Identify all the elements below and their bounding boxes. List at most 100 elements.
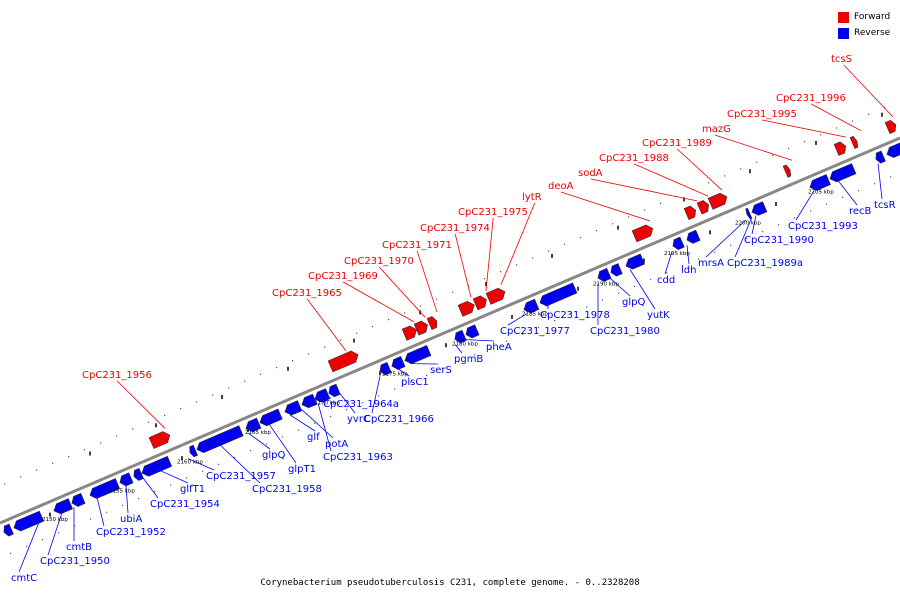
spacer-dot (372, 325, 374, 328)
spacer-dot (666, 272, 668, 274)
reverse-gene-arrow (53, 498, 73, 515)
reverse-gene-label: potA (325, 439, 348, 450)
forward-gene-label: CpC231_1965 (272, 288, 342, 299)
spacer-dot (564, 243, 566, 245)
leader-line (301, 409, 334, 439)
forward-gene-label: CpC231_1970 (344, 256, 414, 267)
spacer-dot (116, 435, 118, 437)
leader-line (877, 163, 883, 200)
leader-line (116, 380, 166, 429)
spacer-dot (836, 127, 838, 129)
forward-gene-label: CpC231_1996 (776, 93, 846, 104)
spacer-dot (538, 326, 540, 329)
forward-gene-arrow (782, 164, 792, 178)
forward-gene-label: CpC231_1989 (642, 138, 712, 149)
forward-gene-arrow (457, 300, 475, 317)
leader-line (339, 393, 356, 414)
reverse-gene-arrow (259, 408, 283, 427)
reverse-gene-arrow (391, 356, 406, 370)
forward-gene-arrow (884, 119, 897, 134)
spacer-dot (4, 483, 6, 485)
spacer-dot (196, 401, 198, 403)
spacer-dot (820, 134, 822, 136)
leader-line (762, 119, 847, 138)
spacer-dot (346, 408, 348, 411)
spacer-dot (426, 374, 428, 376)
forward-gene-label: mazG (702, 124, 731, 135)
spacer-dot (436, 298, 438, 300)
spacer-dot (52, 462, 54, 464)
reverse-gene-label: CpC231_1957 (206, 471, 276, 482)
spacer-dot (714, 251, 716, 253)
forward-gene-arrow (485, 287, 506, 305)
reverse-gene-arrow (133, 468, 144, 481)
leader-line (187, 458, 215, 471)
leader-line (676, 148, 723, 191)
spacer-dot (650, 278, 652, 281)
spacer-dot (276, 366, 278, 369)
axis-tick-label: 2185 kbp (522, 312, 548, 318)
label-leader-lines (18, 64, 894, 573)
axis-tick-label: 2165 kbp (245, 430, 271, 436)
axis-tick-label: 2175 kbp (382, 372, 408, 378)
spacer-dot (644, 209, 646, 211)
spacer-dot (58, 532, 60, 534)
spacer-dot (202, 470, 204, 472)
leader-line (609, 277, 631, 297)
spacer-dot (340, 339, 342, 341)
forward-gene-label: CpC231_1988 (599, 153, 669, 164)
reverse-gene-label: cdd (657, 275, 675, 286)
spacer-dot (532, 257, 534, 259)
spacer-dot (884, 106, 886, 109)
leader-line (96, 497, 105, 527)
forward-gene-arrow (148, 431, 171, 449)
leader-line (714, 134, 793, 161)
spacer-dot (250, 450, 252, 452)
legend-forward-label: Forward (854, 12, 891, 22)
spacer-dot (500, 271, 502, 273)
reverse-gene-arrow (686, 229, 701, 244)
spacer-dot (378, 395, 380, 397)
spacer-dot (292, 360, 294, 362)
forward-swatch (838, 11, 849, 23)
spacer-dot (890, 176, 892, 178)
legend-forward: Forward (838, 9, 890, 25)
reverse-gene-arrow (745, 207, 753, 220)
forward-gene-label: lytR (522, 192, 542, 203)
axis-tick-label: 2195 kbp (664, 251, 690, 257)
spacer-dot (810, 210, 812, 212)
reverse-gene-arrow (829, 163, 857, 183)
leader-line (590, 178, 698, 202)
spacer-dot (586, 306, 588, 308)
leader-line (634, 163, 709, 197)
spacer-dot (170, 484, 172, 486)
reverse-gene-arrow (3, 523, 14, 537)
reverse-gene-label: CpC231_1990 (744, 235, 814, 246)
leader-line (159, 470, 189, 484)
spacer-dot (138, 497, 140, 500)
spacer-dot (228, 387, 230, 389)
spacer-dot (420, 305, 422, 307)
leader-line (454, 344, 463, 354)
spacer-dot (356, 332, 358, 334)
axis-tick-label: 2205 kbp (808, 189, 834, 195)
reverse-gene-arrow (89, 478, 121, 499)
leader-line (317, 402, 332, 452)
leader-line (454, 233, 472, 298)
reverse-gene-arrow (13, 510, 45, 532)
spacer-dot (852, 120, 854, 122)
legend-reverse-label: Reverse (854, 28, 891, 38)
legend: Forward Reverse (838, 9, 890, 41)
reverse-gene-arrow (119, 472, 134, 487)
leader-line (560, 191, 651, 222)
spacer-dot (10, 552, 12, 554)
spacer-dot (874, 183, 876, 185)
spacer-dot (612, 223, 614, 225)
spacer-dot (756, 161, 758, 163)
reverse-gene-label: yutK (647, 310, 670, 321)
spacer-dot (410, 381, 412, 383)
spacer-dot (388, 319, 390, 321)
spacer-dot (490, 347, 492, 349)
reverse-gene-arrow (404, 345, 432, 365)
